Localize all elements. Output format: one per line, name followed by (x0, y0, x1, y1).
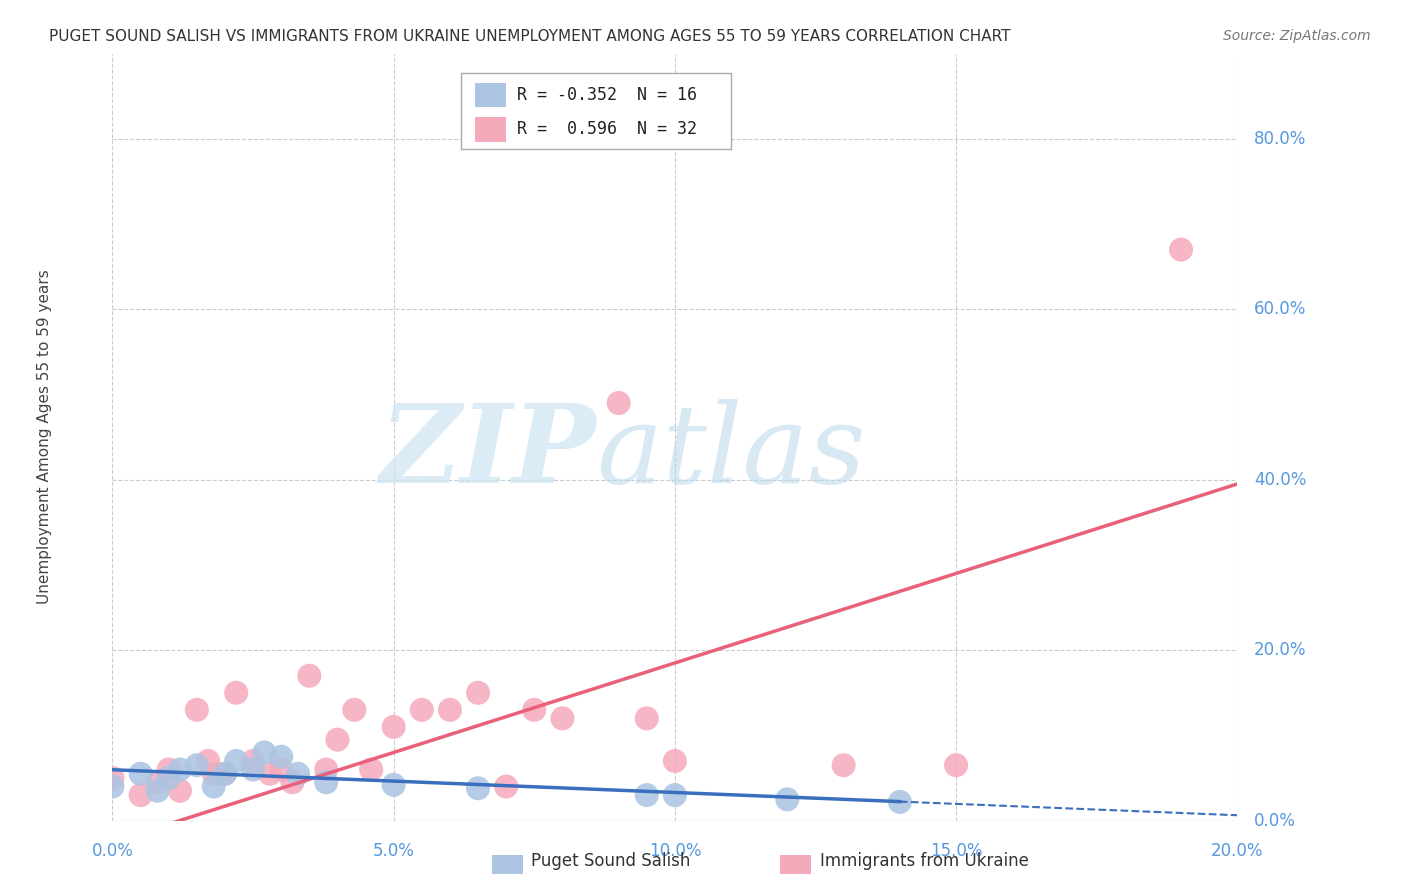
Point (225, 686, 247, 700)
Point (101, 780, 124, 794)
Point (169, 763, 191, 777)
Point (551, 711, 574, 725)
Point (197, 754, 219, 768)
Point (146, 784, 169, 798)
Point (315, 775, 337, 789)
FancyBboxPatch shape (475, 83, 506, 107)
Point (202, 780, 225, 794)
Point (281, 775, 304, 789)
Text: 10.0%: 10.0% (648, 842, 702, 860)
Text: 20.0%: 20.0% (1211, 842, 1264, 860)
Text: PUGET SOUND SALISH VS IMMIGRANTS FROM UKRAINE UNEMPLOYMENT AMONG AGES 55 TO 59 Y: PUGET SOUND SALISH VS IMMIGRANTS FROM UK… (49, 29, 1011, 44)
Point (467, 686, 489, 700)
Point (607, 396, 630, 410)
Point (169, 784, 191, 798)
Point (157, 771, 180, 785)
Point (298, 669, 321, 683)
Text: 80.0%: 80.0% (1254, 129, 1306, 148)
Point (129, 766, 152, 780)
Point (259, 766, 281, 780)
Point (945, 758, 967, 772)
Point (186, 703, 208, 717)
Point (253, 746, 276, 760)
Point (214, 766, 236, 780)
Point (636, 711, 658, 725)
Text: Puget Sound Salish: Puget Sound Salish (531, 852, 690, 870)
Point (439, 703, 461, 717)
Point (360, 763, 382, 777)
Point (776, 792, 799, 806)
Point (129, 788, 152, 802)
Point (467, 781, 489, 796)
Point (636, 788, 658, 802)
Text: Immigrants from Ukraine: Immigrants from Ukraine (820, 852, 1029, 870)
Point (326, 732, 349, 747)
Point (101, 771, 124, 785)
FancyBboxPatch shape (475, 117, 506, 142)
Text: 0.0%: 0.0% (91, 842, 134, 860)
Text: R = -0.352  N = 16: R = -0.352 N = 16 (517, 86, 697, 104)
Point (146, 775, 169, 789)
Text: 5.0%: 5.0% (373, 842, 415, 860)
Point (225, 754, 247, 768)
Text: 15.0%: 15.0% (929, 842, 983, 860)
Text: 20.0%: 20.0% (1254, 641, 1306, 659)
Point (242, 763, 264, 777)
Text: Source: ZipAtlas.com: Source: ZipAtlas.com (1223, 29, 1371, 43)
Point (343, 703, 366, 717)
Point (186, 758, 208, 772)
Text: Unemployment Among Ages 55 to 59 years: Unemployment Among Ages 55 to 59 years (38, 269, 52, 605)
Text: atlas: atlas (596, 399, 866, 506)
Point (242, 754, 264, 768)
Point (523, 703, 546, 717)
Point (214, 766, 236, 780)
Point (382, 720, 405, 734)
Point (287, 766, 309, 780)
Point (664, 754, 686, 768)
Text: 0.0%: 0.0% (1254, 812, 1296, 830)
Point (495, 780, 517, 794)
FancyBboxPatch shape (461, 73, 731, 150)
Text: 40.0%: 40.0% (1254, 471, 1306, 489)
Point (1170, 243, 1192, 257)
Point (270, 749, 292, 764)
Point (315, 763, 337, 777)
Point (411, 703, 433, 717)
Point (202, 766, 225, 780)
Point (889, 795, 911, 809)
Point (270, 763, 292, 777)
Point (664, 788, 686, 802)
Text: R =  0.596  N = 32: R = 0.596 N = 32 (517, 120, 697, 138)
Point (832, 758, 855, 772)
Text: 60.0%: 60.0% (1254, 301, 1306, 318)
Point (157, 763, 180, 777)
Point (382, 778, 405, 792)
Text: ZIP: ZIP (380, 399, 596, 506)
